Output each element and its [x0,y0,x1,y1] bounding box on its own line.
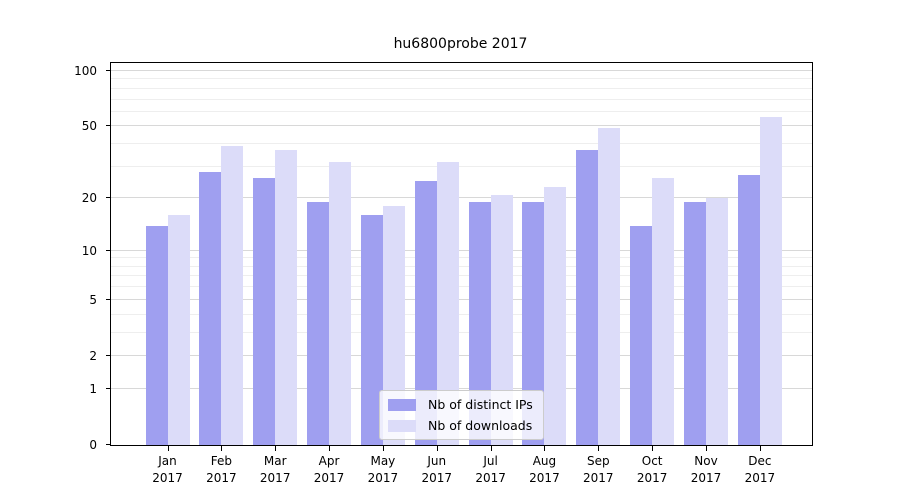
gridline-minor [111,78,812,80]
y-tick-mark [106,197,111,199]
y-tick-mark [106,444,111,445]
gridline-minor [111,265,812,267]
bar-nb-of-downloads [436,161,459,445]
bar-nb-of-downloads [759,117,782,445]
bar-nb-of-distinct-ips [684,202,706,445]
y-tick-label: 50 [81,119,97,134]
bar-nb-of-downloads [275,150,298,445]
bar-nb-of-downloads [544,187,567,445]
bar-nb-of-downloads [652,177,675,445]
x-tick-mark [167,446,169,451]
gridline-major [111,125,812,127]
legend-item-distinct-ips: Nb of distinct IPs [388,397,533,412]
bar-nb-of-distinct-ips [307,202,330,445]
gridline-minor [111,165,812,167]
bar-nb-of-downloads [382,206,405,445]
bar-nb-of-distinct-ips [522,202,545,445]
gridline-minor [111,110,812,112]
gridline-minor [111,275,812,277]
bar-nb-of-downloads [598,127,621,445]
gridline-minor [111,331,812,333]
x-tick-mark [382,446,384,451]
legend: Nb of distinct IPs Nb of downloads [379,390,544,440]
bar-nb-of-downloads [706,198,728,445]
x-tick-label: Apr 2017 [313,454,345,485]
bar-nb-of-distinct-ips [737,174,760,445]
x-tick-mark [275,446,277,451]
x-tick-label: Jun 2017 [421,454,453,485]
legend-label-distinct-ips: Nb of distinct IPs [428,397,533,412]
gridline-major [111,354,812,356]
legend-item-downloads: Nb of downloads [388,418,533,433]
bar-nb-of-distinct-ips [360,215,383,445]
y-tick-mark [106,125,111,127]
bar-nb-of-distinct-ips [468,202,491,445]
legend-swatch-downloads [388,419,416,432]
gridline-minor [111,87,812,89]
x-tick-label: May 2017 [367,454,399,485]
gridline-major [111,197,812,199]
y-tick-label: 5 [89,292,97,307]
bar-nb-of-distinct-ips [414,180,437,445]
y-tick-label: 0 [89,438,97,452]
gridline-major [111,70,812,71]
x-tick-mark [598,446,600,451]
gridline-minor [111,313,812,315]
x-tick-label: Nov 2017 [690,454,722,485]
gridline-minor [111,286,812,288]
y-tick-label: 20 [81,191,97,206]
x-tick-label: Oct 2017 [636,454,668,485]
x-tick-label: Jan 2017 [152,454,183,485]
gridline-minor [111,143,812,145]
bar-nb-of-downloads [167,215,190,445]
y-tick-mark [106,354,111,356]
x-tick-mark [544,446,546,451]
chart-title: hu6800probe 2017 [393,36,528,52]
legend-label-downloads: Nb of downloads [428,418,533,433]
x-tick-mark [490,446,492,451]
y-tick-label: 1 [89,381,97,396]
x-tick-mark [221,446,223,451]
y-tick-mark [106,298,111,300]
bar-nb-of-distinct-ips [145,225,168,445]
bar-nb-of-downloads [329,161,352,445]
bar-nb-of-distinct-ips [199,172,222,445]
gridline-minor [111,98,812,100]
bar-nb-of-downloads [221,146,244,445]
gridline-minor [111,257,812,259]
x-tick-label: Dec 2017 [744,454,776,485]
x-tick-label: Feb 2017 [206,454,237,485]
y-tick-label: 2 [89,348,97,363]
x-tick-mark [706,446,707,451]
y-tick-mark [106,249,111,251]
x-tick-label: Aug 2017 [529,454,560,485]
x-tick-mark [652,446,654,451]
plot-area: Nb of distinct IPs Nb of downloads 0 1 2 5 1… [74,62,813,485]
legend-swatch-distinct-ips [388,398,416,411]
gridline-major [111,249,812,251]
x-tick-label: Sep 2017 [583,454,614,485]
x-tick-mark [436,446,438,451]
x-tick-mark [329,446,331,451]
x-tick-label: Mar 2017 [259,454,291,485]
bar-nb-of-distinct-ips [630,225,653,445]
bar-nb-of-distinct-ips [253,177,276,445]
y-tick-label: 10 [81,243,97,258]
gridline-major [111,387,812,389]
bar-nb-of-distinct-ips [576,150,599,445]
gridline-major [111,298,812,300]
bar-nb-of-downloads [490,194,513,445]
x-tick-label: Jul 2017 [475,454,506,485]
x-tick-mark [759,446,761,451]
y-tick-mark [106,70,111,71]
y-tick-mark [106,387,111,389]
y-tick-label: 100 [74,64,97,78]
